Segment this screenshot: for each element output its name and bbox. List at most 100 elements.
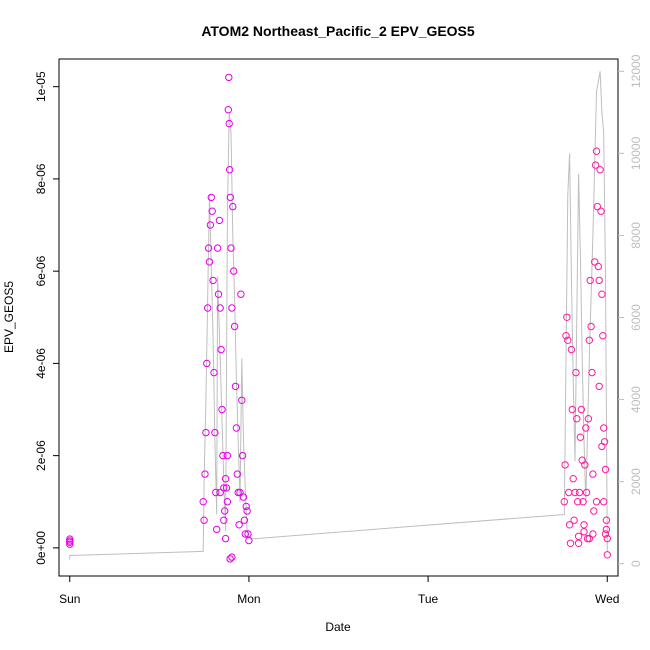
data-point [213, 244, 222, 252]
data-point [601, 530, 610, 538]
data-point [239, 493, 248, 501]
data-point [572, 368, 580, 377]
data-point [242, 502, 250, 511]
data-point [223, 451, 232, 460]
data-point [224, 106, 233, 114]
data-point [233, 470, 242, 478]
data-point [230, 267, 238, 275]
y2-tick-label: 0 [629, 560, 643, 567]
data-point [582, 488, 591, 497]
data-point [204, 244, 213, 252]
data-point [574, 532, 583, 540]
data-point [218, 405, 226, 414]
altitude-line [69, 71, 608, 560]
data-point [236, 488, 244, 497]
data-point [574, 498, 582, 506]
data-point [591, 161, 600, 169]
data-point [592, 498, 601, 506]
data-point [601, 465, 610, 474]
data-point [590, 507, 598, 515]
data-point [219, 451, 227, 460]
data-point [577, 405, 585, 414]
data-point [205, 258, 214, 266]
y-tick-label: 4e-06 [34, 348, 48, 379]
data-point [597, 207, 605, 215]
data-point [581, 461, 589, 469]
data-point [245, 536, 253, 545]
data-point [575, 488, 584, 497]
data-point [200, 516, 208, 524]
data-point [580, 528, 588, 536]
data-point [226, 555, 234, 563]
y2-tick-label: 4000 [629, 386, 643, 413]
data-point [230, 322, 239, 331]
data-point [240, 516, 249, 524]
x-axis: Sun Mon Tue Wed [59, 576, 619, 606]
y2-tick-label: 8000 [629, 222, 643, 249]
data-point [576, 433, 585, 441]
plot-frame [58, 58, 619, 577]
data-point [225, 119, 233, 128]
data-point [574, 539, 583, 547]
y-axis-right: 0 2000 4000 6000 8000 10000 12000 [618, 54, 643, 567]
y-tick-label: 6e-06 [34, 255, 48, 286]
data-point [211, 428, 219, 437]
data-point [571, 488, 579, 497]
y-axis-left: 0e+00 2e-06 4e-06 6e-06 8e-06 1e-05 [34, 71, 59, 565]
data-point [596, 166, 604, 174]
chart-title: ATOM2 Northeast_Pacific_2 EPV_GEOS5 [201, 23, 475, 39]
data-point [563, 313, 571, 321]
data-point [566, 539, 575, 547]
data-point [216, 304, 224, 312]
data-point [567, 345, 576, 354]
data-point [228, 304, 236, 312]
data-point [568, 405, 576, 414]
data-point [202, 428, 210, 437]
data-point [212, 488, 220, 497]
data-point [203, 359, 211, 368]
data-point [591, 258, 599, 266]
data-point [600, 424, 608, 432]
data-point [206, 221, 215, 229]
data-point [223, 498, 232, 506]
data-point [226, 193, 235, 202]
data-point [589, 470, 597, 478]
data-point [594, 262, 602, 271]
data-point [222, 484, 231, 492]
data-point [238, 451, 247, 460]
data-point [593, 202, 602, 211]
y2-tick-label: 2000 [629, 468, 643, 495]
data-point [215, 216, 224, 225]
data-point [231, 382, 240, 391]
data-point [599, 332, 607, 340]
data-point [238, 396, 246, 404]
y-tick-label: 2e-06 [34, 440, 48, 471]
x-tick-label: Wed [595, 592, 619, 606]
y-tick-label: 8e-06 [34, 163, 48, 194]
data-point [216, 488, 224, 497]
data-point [561, 461, 569, 469]
data-point [587, 322, 595, 331]
data-point [241, 530, 250, 538]
data-point [221, 534, 230, 543]
data-point [210, 368, 218, 377]
data-point [214, 290, 223, 298]
data-point [592, 147, 601, 155]
data-point [603, 551, 611, 559]
y2-tick-label: 6000 [629, 304, 643, 331]
data-point [204, 304, 212, 312]
data-point [226, 166, 234, 174]
x-tick-label: Sun [59, 592, 80, 606]
data-point [564, 336, 572, 344]
data-point [235, 521, 243, 529]
data-point [221, 507, 229, 515]
data-point [243, 507, 251, 515]
data-point [220, 484, 228, 492]
x-tick-label: Mon [237, 592, 260, 606]
data-point [221, 475, 230, 483]
data-layer [66, 71, 611, 563]
data-point [595, 276, 603, 285]
data-point [602, 525, 611, 534]
data-point [213, 525, 221, 534]
